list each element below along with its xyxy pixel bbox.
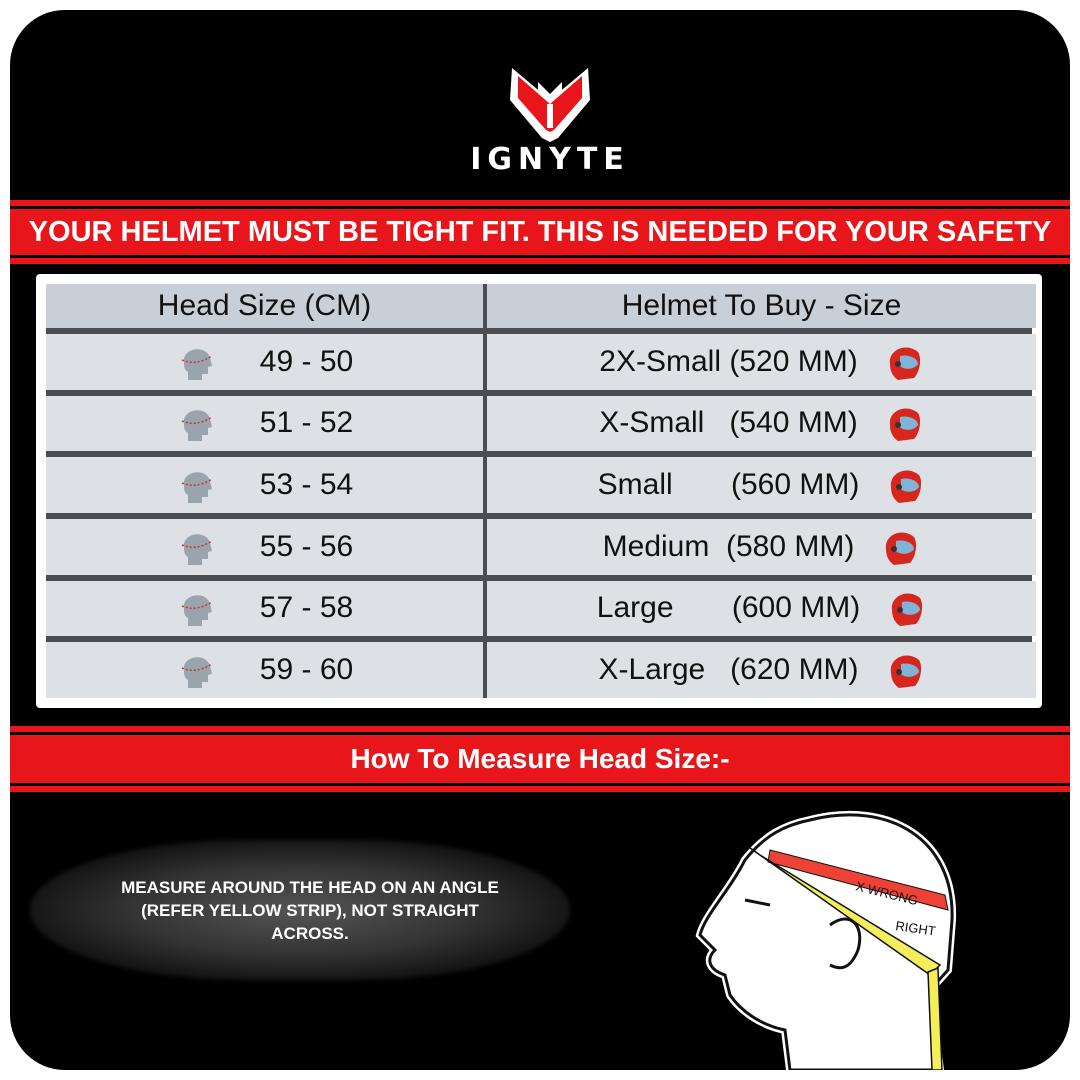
head-icon	[176, 342, 216, 382]
helmet-size-value: Small (560 MM)	[597, 468, 860, 502]
brush-stroke-background	[30, 840, 570, 980]
header-head-size: Head Size (CM)	[46, 284, 483, 328]
head-size-value: 55 - 56	[259, 529, 354, 563]
head-size-cell: 53 - 54	[46, 457, 483, 513]
header-helmet-size: Helmet To Buy - Size	[487, 284, 1036, 328]
head-size-value: 51 - 52	[259, 406, 354, 440]
head-size-cell: 49 - 50	[46, 334, 483, 390]
head-size-cell: 55 - 56	[46, 519, 483, 575]
helmet-icon	[884, 403, 924, 443]
brand-name: IGNYTE	[470, 142, 630, 177]
helmet-icon	[885, 650, 925, 690]
head-icon	[176, 465, 216, 505]
head-icon	[176, 650, 216, 690]
helmet-size-value: X-Small (540 MM)	[599, 406, 858, 440]
helmet-icon	[885, 465, 925, 505]
right-label: RIGHT	[895, 918, 937, 938]
head-size-value: 53 - 54	[259, 468, 354, 502]
helmet-size-cell: Small (560 MM)	[487, 457, 1036, 513]
helmet-size-value: Large (600 MM)	[596, 591, 861, 625]
helmet-icon	[884, 342, 924, 382]
head-icon	[176, 403, 216, 443]
safety-banner: YOUR HELMET MUST BE TIGHT FIT. THIS IS N…	[10, 206, 1070, 258]
helmet-icon	[886, 588, 926, 628]
helmet-size-value: Medium (580 MM)	[602, 529, 855, 563]
helmet-size-cell: Medium (580 MM)	[487, 519, 1036, 575]
helmet-icon	[880, 527, 920, 567]
helmet-size-value: X-Large (620 MM)	[598, 653, 859, 687]
head-icon	[176, 588, 216, 628]
head-measure-illustration: X WRONG RIGHT	[695, 810, 957, 1070]
size-chart-card: IGNYTE YOUR HELMET MUST BE TIGHT FIT. TH…	[10, 10, 1070, 1070]
helmet-size-value: 2X-Small (520 MM)	[599, 344, 858, 378]
head-size-cell: 51 - 52	[46, 395, 483, 452]
helmet-size-cell: X-Large (620 MM)	[487, 642, 1036, 698]
brand-logo: IGNYTE	[450, 60, 650, 180]
helmet-size-cell: Large (600 MM)	[487, 580, 1036, 637]
size-table: Head Size (CM) Helmet To Buy - Size 49 -…	[36, 274, 1042, 708]
head-size-cell: 59 - 60	[46, 642, 483, 698]
measure-banner: How To Measure Head Size:-	[10, 732, 1070, 786]
logo-mark-icon	[510, 68, 590, 142]
head-size-value: 57 - 58	[259, 591, 354, 625]
measure-instruction: MEASURE AROUND THE HEAD ON AN ANGLE (REF…	[121, 878, 499, 943]
head-size-cell: 57 - 58	[46, 580, 483, 637]
head-icon	[176, 527, 216, 567]
head-size-value: 49 - 50	[259, 344, 354, 378]
helmet-size-cell: X-Small (540 MM)	[487, 395, 1036, 452]
helmet-size-cell: 2X-Small (520 MM)	[487, 334, 1036, 390]
head-size-value: 59 - 60	[259, 653, 354, 687]
